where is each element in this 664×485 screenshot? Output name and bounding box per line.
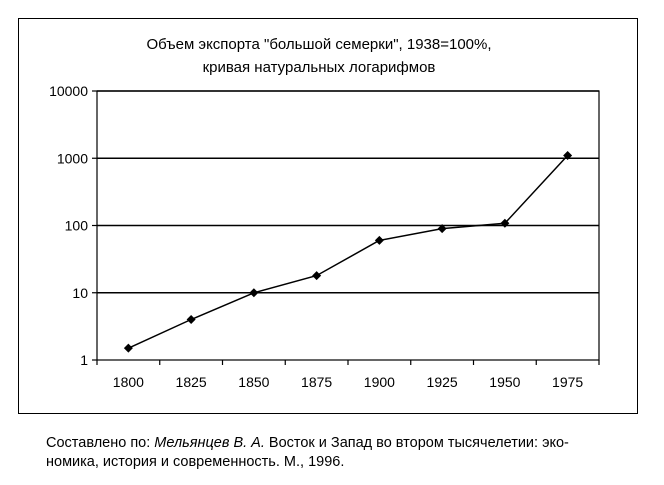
x-tick-label-1825: 1825	[176, 374, 207, 390]
source-caption: Составлено по: Мельянцев В. А. Восток и …	[46, 434, 646, 472]
chart-title-line-2: кривая натуральных логарифмов	[203, 59, 436, 76]
y-tick-label-100: 100	[65, 218, 89, 234]
x-tick-label-1800: 1800	[113, 374, 144, 390]
caption-author: Мельянцев В. А.	[154, 435, 265, 451]
series-line	[128, 154, 569, 349]
data-point-1975	[563, 150, 573, 160]
chart-title-line-1: Объем экспорта "большой семерки", 1938=1…	[146, 36, 491, 53]
data-point-1850	[249, 288, 259, 298]
y-tick-label-1000: 1000	[57, 150, 88, 166]
caption-line-1-rest: Восток и Запад во втором тысячелетии: эк…	[264, 435, 569, 451]
y-tick-label-10: 10	[72, 285, 88, 301]
x-tick-label-1900: 1900	[364, 374, 395, 390]
data-point-1950	[500, 218, 510, 228]
data-point-1875	[312, 271, 322, 281]
y-tick-label-1: 1	[80, 352, 88, 368]
data-point-1800	[123, 343, 133, 353]
chart-svg: Объем экспорта "большой семерки", 1938=1…	[49, 36, 600, 390]
x-tick-label-1875: 1875	[301, 374, 332, 390]
x-tick-label-1975: 1975	[552, 374, 583, 390]
data-point-1825	[186, 315, 196, 325]
caption-line-1: Составлено по: Мельянцев В. А. Восток и …	[46, 434, 646, 453]
data-point-1925	[437, 224, 447, 234]
caption-line-2: номика, история и современность. М., 199…	[46, 454, 345, 470]
caption-prefix: Составлено по:	[46, 435, 155, 451]
y-tick-label-10000: 10000	[49, 83, 88, 99]
data-point-1900	[374, 235, 384, 245]
x-tick-label-1850: 1850	[238, 374, 269, 390]
chart-frame: Объем экспорта "большой семерки", 1938=1…	[18, 18, 638, 414]
x-tick-label-1925: 1925	[427, 374, 458, 390]
x-tick-label-1950: 1950	[489, 374, 520, 390]
